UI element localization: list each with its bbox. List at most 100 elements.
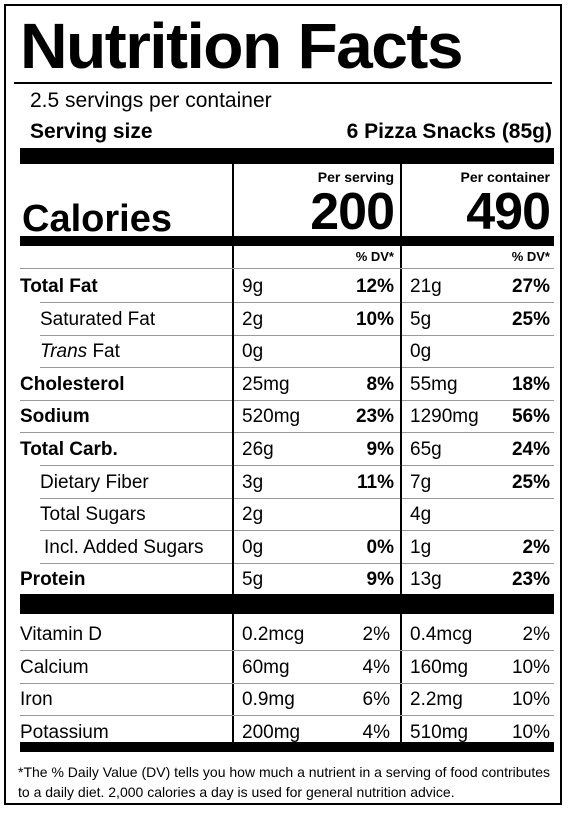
vitamin-row: Calcium 60mg 4% 160mg 10% — [6, 651, 564, 684]
container-amount: 2.2mg — [410, 689, 463, 711]
container-amount: 65g — [410, 439, 442, 460]
nutrient-name: Total Carb. — [20, 439, 118, 460]
serving-dv: 4% — [362, 656, 390, 678]
row-separator-container — [402, 465, 554, 466]
calories-rule-right — [402, 236, 554, 246]
serving-amount: 0.2mcg — [242, 624, 305, 645]
nutrient-name: Cholesterol — [20, 373, 125, 395]
calories-per-serving: 200 — [310, 183, 395, 241]
nutrient-name: Total Fat — [20, 276, 98, 297]
container-dv: 24% — [511, 439, 550, 460]
vitamin-name: Vitamin D — [20, 624, 103, 645]
container-amount: 0g — [410, 341, 432, 363]
row-separator-serving — [234, 432, 400, 434]
row-separator-serving — [234, 334, 400, 336]
serving-dv: 23% — [355, 406, 394, 428]
row-separator-serving — [234, 399, 400, 401]
per-serving-header: Per serving — [317, 169, 394, 185]
nutrient-name: Total Sugars — [40, 504, 146, 526]
serving-dv: 11% — [357, 471, 394, 493]
nutrient-name: Sodium — [20, 406, 90, 428]
row-separator-name — [40, 497, 232, 499]
vitamin-name: Potassium — [20, 721, 109, 743]
row-separator-name — [40, 530, 232, 532]
container-dv: 25% — [511, 471, 550, 493]
row-separator-name — [20, 399, 232, 401]
label-title: Nutrition Facts — [20, 10, 463, 82]
nutrient-end-rule-mid — [234, 594, 400, 614]
servings-per-container: 2.5 servings per container — [30, 89, 272, 112]
container-amount: 13g — [410, 569, 442, 591]
row-separator-name — [40, 334, 232, 336]
container-dv: 2% — [522, 536, 550, 558]
serving-amount: 9g — [242, 276, 264, 297]
container-dv: 18% — [511, 373, 550, 395]
container-amount: 5g — [410, 308, 432, 330]
dv-header-rule — [20, 268, 554, 269]
row-separator-container — [402, 399, 554, 401]
container-dv: 56% — [511, 406, 550, 428]
row-separator-container — [402, 334, 554, 336]
nutrient-name: Saturated Fat — [40, 308, 156, 330]
container-dv: 23% — [511, 569, 550, 591]
serving-dv: 4% — [362, 721, 390, 743]
container-dv: 10% — [511, 721, 550, 743]
nutrient-row: Trans Fat 0g 0g — [6, 335, 564, 369]
serving-dv: 6% — [362, 689, 390, 711]
serving-dv: 12% — [355, 276, 394, 297]
serving-dv: 0% — [366, 536, 394, 558]
nutrient-row: Dietary Fiber 3g 11% 7g 25% — [6, 466, 564, 499]
nutrient-row: Total Fat 9g 12% 21g 27% — [6, 270, 564, 303]
vitamin-row: Iron 0.9mg 6% 2.2mg 10% — [6, 683, 564, 717]
serving-amount: 0g — [242, 536, 264, 558]
title-rule — [14, 82, 552, 84]
serving-size-label: Serving size — [30, 120, 153, 143]
serving-amount: 2g — [242, 308, 264, 330]
serving-amount: 2g — [242, 504, 264, 526]
serving-thick-rule — [20, 148, 554, 164]
row-separator-serving — [234, 530, 400, 532]
nutrient-row: Total Carb. 26g 9% 65g 24% — [6, 433, 564, 466]
nutrient-row: Saturated Fat 2g 10% 5g 25% — [6, 303, 564, 336]
serving-amount: 0.9mg — [242, 689, 295, 711]
row-separator-serving — [234, 562, 400, 564]
row-separator-container — [402, 432, 554, 434]
serving-dv: 2% — [362, 624, 390, 645]
serving-amount: 25mg — [242, 373, 290, 395]
container-dv: 10% — [511, 656, 550, 678]
dv-header-serving: % DV* — [355, 249, 394, 264]
container-dv: 27% — [511, 276, 550, 297]
nutrient-name: Trans Fat — [40, 341, 120, 363]
row-separator-container — [402, 367, 554, 369]
serving-dv: 9% — [366, 569, 394, 591]
column-divider-1 — [232, 164, 234, 750]
serving-amount: 3g — [242, 471, 264, 493]
container-dv: 10% — [511, 689, 550, 711]
serving-amount: 5g — [242, 569, 264, 591]
container-amount: 0.4mcg — [410, 624, 473, 645]
row-separator-serving — [234, 367, 400, 369]
row-separator-serving — [234, 302, 400, 303]
nutrient-row: Total Sugars 2g 4g — [6, 498, 564, 532]
serving-amount: 200mg — [242, 721, 301, 743]
vitamin-name: Calcium — [20, 656, 89, 678]
container-dv: 2% — [522, 624, 550, 645]
nutrient-row: Incl. Added Sugars 0g 0% 1g 2% — [6, 531, 564, 564]
nutrient-end-rule-left — [20, 594, 232, 614]
container-amount: 21g — [410, 276, 442, 297]
footnote: *The % Daily Value (DV) tells you how mu… — [18, 764, 550, 800]
row-separator-container — [402, 530, 554, 532]
row-separator — [20, 715, 554, 717]
serving-amount: 60mg — [242, 656, 290, 678]
nutrient-row: Sodium 520mg 23% 1290mg 56% — [6, 400, 564, 434]
row-separator — [20, 682, 554, 684]
calories-per-container: 490 — [466, 183, 551, 241]
row-separator-serving — [234, 465, 400, 466]
container-amount: 160mg — [410, 656, 469, 678]
nutrient-row: Protein 5g 9% 13g 23% — [6, 563, 564, 596]
serving-amount: 520mg — [242, 406, 301, 428]
nutrition-facts-label: Nutrition Facts 2.5 servings per contain… — [4, 4, 562, 805]
serving-amount: 0g — [242, 341, 264, 363]
calories-rule-mid — [234, 236, 400, 246]
container-amount: 7g — [410, 471, 432, 493]
